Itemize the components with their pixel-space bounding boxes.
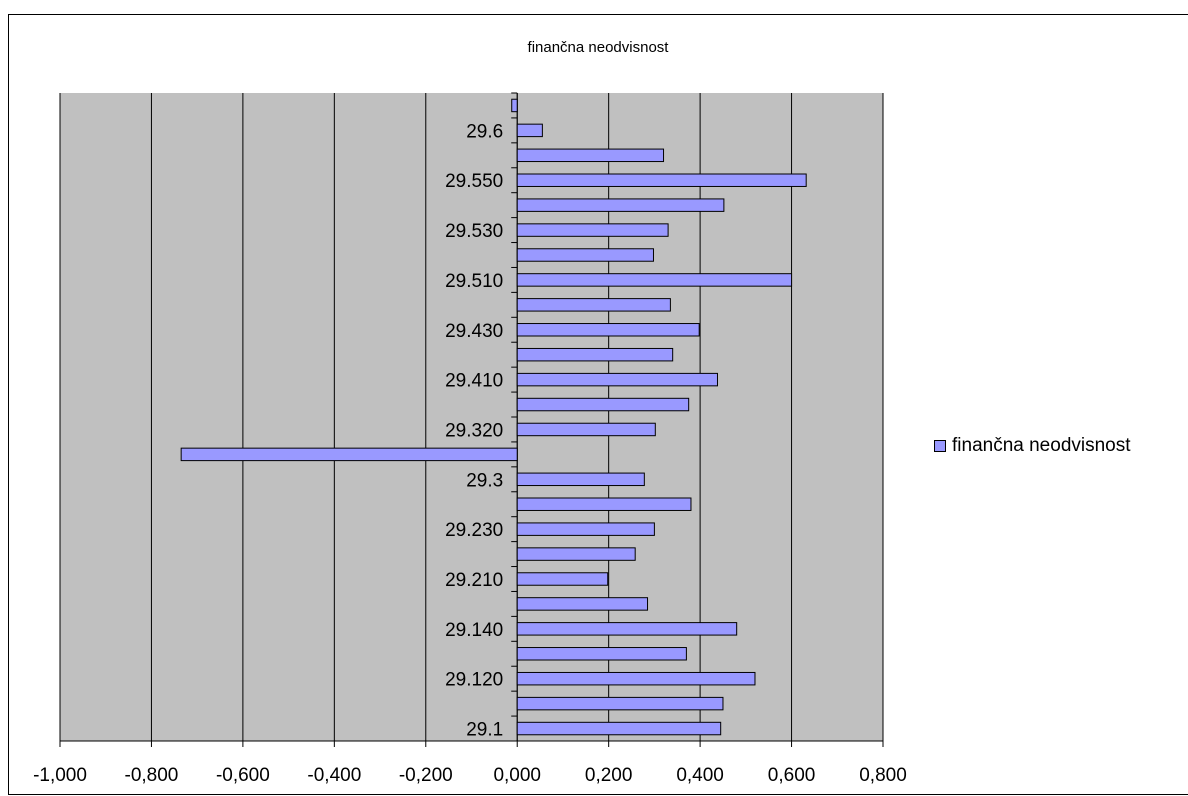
bar bbox=[516, 273, 793, 287]
y-category-label: 29.430 bbox=[445, 321, 503, 342]
y-category-label: 29.320 bbox=[445, 420, 503, 441]
y-category-label: 29.140 bbox=[445, 620, 503, 641]
bar bbox=[516, 597, 649, 611]
y-category-label: 29.6 bbox=[466, 121, 503, 142]
legend-swatch bbox=[934, 440, 946, 452]
x-tick-label: 0,600 bbox=[768, 765, 816, 786]
x-tick-label: -0,800 bbox=[125, 765, 179, 786]
bar bbox=[180, 447, 518, 462]
bar bbox=[516, 696, 724, 711]
x-tick-label: -0,600 bbox=[216, 765, 270, 786]
x-tick-label: -0,400 bbox=[307, 765, 361, 786]
bar bbox=[516, 173, 807, 187]
x-tick-label: 0,800 bbox=[859, 765, 907, 786]
bar bbox=[516, 522, 655, 536]
bar bbox=[516, 497, 692, 511]
x-tick-label: 0,000 bbox=[493, 765, 541, 786]
bar bbox=[516, 647, 687, 661]
bar bbox=[516, 547, 636, 561]
y-category-label: 29.410 bbox=[445, 371, 503, 392]
bar bbox=[511, 98, 518, 113]
bar bbox=[516, 397, 690, 412]
y-category-label: 29.120 bbox=[445, 670, 503, 691]
bar bbox=[516, 323, 700, 337]
bar bbox=[516, 223, 669, 237]
legend-label: finančna neodvisnost bbox=[952, 435, 1131, 456]
plot-area bbox=[60, 93, 883, 741]
bar bbox=[516, 248, 654, 262]
bar bbox=[516, 148, 665, 163]
y-category-label: 29.510 bbox=[445, 271, 503, 292]
bar bbox=[516, 298, 671, 312]
y-category-label: 29.1 bbox=[466, 720, 503, 741]
y-category-label: 29.550 bbox=[445, 171, 503, 192]
bar bbox=[516, 347, 674, 362]
bar bbox=[516, 622, 738, 636]
bar bbox=[516, 422, 656, 437]
chart-title: finančna neodvisnost bbox=[528, 39, 670, 56]
y-category-label: 29.230 bbox=[445, 520, 503, 541]
x-tick-label: 0,200 bbox=[585, 765, 633, 786]
bar bbox=[516, 572, 609, 586]
bar bbox=[516, 123, 543, 138]
y-category-label: 29.530 bbox=[445, 221, 503, 242]
bar bbox=[516, 198, 725, 212]
bar bbox=[516, 372, 718, 387]
x-tick-label: -1,000 bbox=[33, 765, 87, 786]
x-tick-label: 0,400 bbox=[676, 765, 724, 786]
bar bbox=[516, 472, 645, 487]
y-category-label: 29.210 bbox=[445, 570, 503, 591]
x-tick-label: -0,200 bbox=[399, 765, 453, 786]
bar bbox=[516, 721, 722, 736]
legend: finančna neodvisnost bbox=[934, 435, 1131, 457]
bar bbox=[516, 671, 756, 686]
y-category-label: 29.3 bbox=[466, 470, 503, 491]
